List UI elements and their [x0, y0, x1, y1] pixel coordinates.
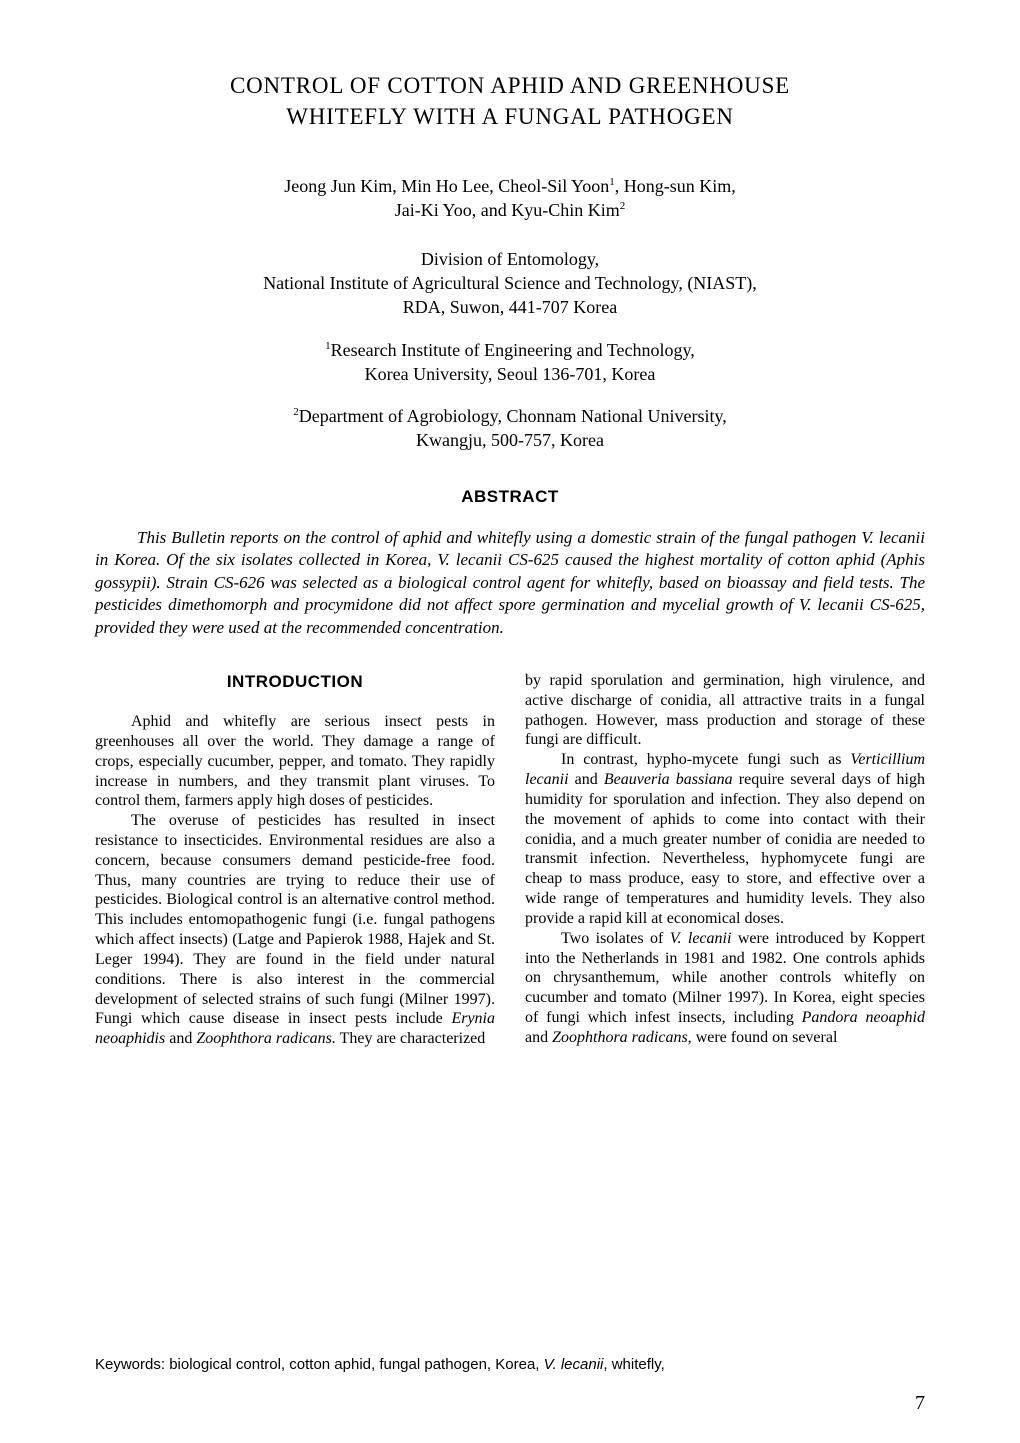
authors-line1-pre: Jeong Jun Kim, Min Ho Lee, Cheol-Sil Yoo… [284, 176, 609, 196]
left-para-0: Aphid and whitefly are serious insect pe… [95, 712, 495, 811]
affiliation-0: Division of Entomology, National Institu… [95, 247, 925, 320]
right-para-1: In contrast, hypho-mycete fungi such as … [525, 750, 925, 928]
page-number: 7 [915, 1392, 925, 1415]
paper-title: CONTROL OF COTTON APHID AND GREENHOUSE W… [95, 70, 925, 132]
keywords-prefix: Keywords: biological control, cotton aph… [95, 1356, 544, 1373]
affil-2-line-1: Kwangju, 500-757, Korea [416, 430, 604, 450]
title-line-1: CONTROL OF COTTON APHID AND GREENHOUSE [230, 73, 790, 98]
keywords-line: Keywords: biological control, cotton aph… [95, 1356, 925, 1373]
left-para-1: The overuse of pesticides has resulted i… [95, 811, 495, 1049]
keywords-tail: , whitefly, [603, 1356, 664, 1373]
body-columns: INTRODUCTION Aphid and whitefly are seri… [95, 671, 925, 1049]
introduction-heading: INTRODUCTION [95, 671, 495, 692]
left-column: INTRODUCTION Aphid and whitefly are seri… [95, 671, 495, 1049]
abstract-text: This Bulletin reports on the control of … [95, 527, 925, 639]
authors-line1-post: , Hong-sun Kim, [615, 176, 736, 196]
right-para-1-text: In contrast, hypho-mycete fungi such as … [525, 751, 925, 927]
affiliation-2: 2Department of Agrobiology, Chonnam Nati… [95, 404, 925, 453]
author-list: Jeong Jun Kim, Min Ho Lee, Cheol-Sil Yoo… [95, 174, 925, 223]
abstract-heading: ABSTRACT [95, 487, 925, 507]
left-para-0-text: Aphid and whitefly are serious insect pe… [95, 713, 495, 809]
authors-line2-pre: Jai-Ki Yoo, and Kyu-Chin Kim [395, 200, 620, 220]
affiliation-1: 1Research Institute of Engineering and T… [95, 338, 925, 387]
affil-0-line-0: Division of Entomology, [421, 249, 599, 269]
right-column: by rapid sporulation and germination, hi… [525, 671, 925, 1049]
right-para-2: Two isolates of V. lecanii were introduc… [525, 929, 925, 1048]
abstract-content: This Bulletin reports on the control of … [95, 528, 925, 637]
right-para-0-text: by rapid sporulation and germination, hi… [525, 672, 925, 748]
left-para-1-text: The overuse of pesticides has resulted i… [95, 812, 495, 1047]
page: CONTROL OF COTTON APHID AND GREENHOUSE W… [0, 0, 1020, 1443]
right-para-2-text: Two isolates of V. lecanii were introduc… [525, 930, 925, 1046]
affil-2-line-0: Department of Agrobiology, Chonnam Natio… [299, 406, 727, 426]
authors-sup-2: 2 [620, 200, 626, 212]
right-para-0: by rapid sporulation and germination, hi… [525, 671, 925, 750]
affil-0-line-1: National Institute of Agricultural Scien… [263, 273, 757, 293]
keywords-italic: V. lecanii [544, 1356, 604, 1373]
affil-1-line-1: Korea University, Seoul 136-701, Korea [365, 364, 656, 384]
affil-1-line-0: Research Institute of Engineering and Te… [331, 340, 695, 360]
title-line-2: WHITEFLY WITH A FUNGAL PATHOGEN [286, 104, 734, 129]
affil-0-line-2: RDA, Suwon, 441-707 Korea [403, 297, 617, 317]
